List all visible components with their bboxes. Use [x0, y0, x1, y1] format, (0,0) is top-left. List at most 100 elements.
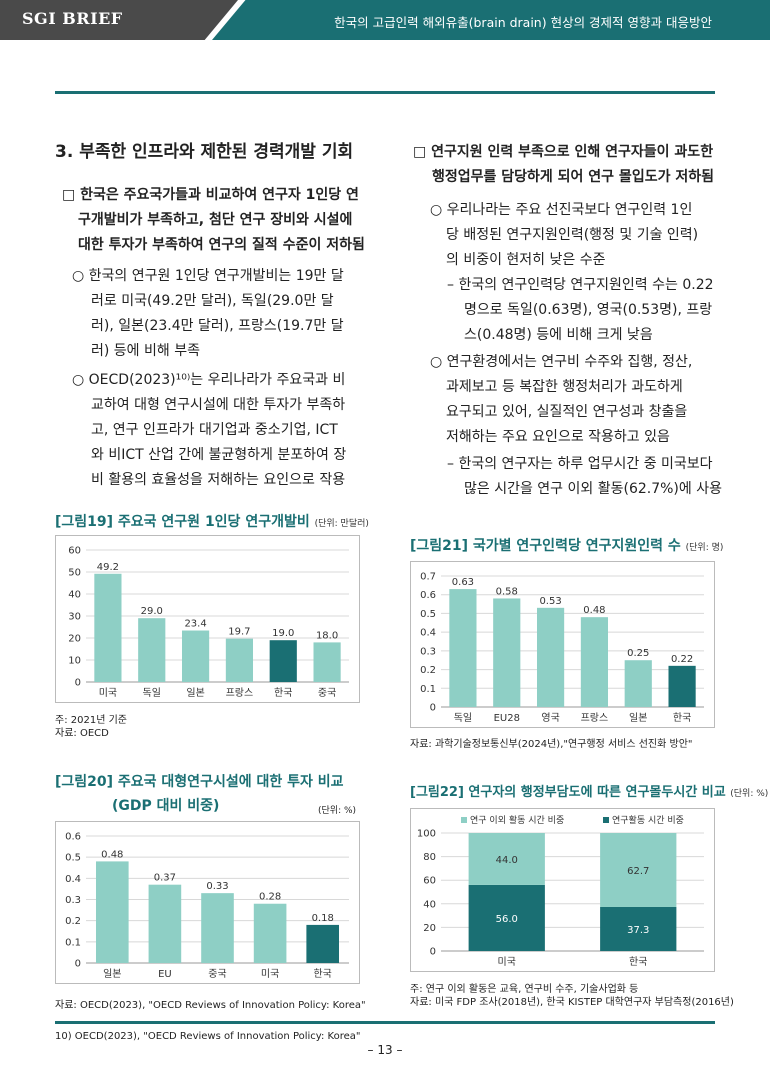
fig20-chart: 0 0.1 0.2 0.3 0.4 0.5 0.6 0.48 일본 0.37 EU 0.33 중국 0.2…: [55, 821, 360, 984]
left-bullet-1-line: □ 한국은 주요국가들과 비교하여 연구자 1인당 연: [62, 187, 359, 203]
x-tick-label: 한국: [313, 968, 331, 980]
data-label: 0.22: [671, 654, 693, 665]
data-label: 18.0: [316, 630, 338, 641]
right-bullet-4-line: ○ 연구환경에서는 연구비 수주와 집행, 정산,: [430, 354, 693, 370]
stack-segment: [468, 833, 545, 885]
fig21-unit: (단위: 명): [685, 543, 724, 553]
x-tick-label: 일본: [103, 968, 121, 980]
right-bullet-3-line: – 한국의 연구인력당 연구지원인력 수는 0.22: [447, 277, 714, 293]
y-tick-label: 20: [423, 923, 436, 934]
fig20-svg: 0 0.1 0.2 0.3 0.4 0.5 0.6 0.48 일본 0.37 EU 0.33 중국 0.2…: [65, 832, 349, 980]
bar: [269, 640, 297, 682]
x-tick-label: 중국: [208, 968, 226, 980]
y-tick-label: 0: [430, 703, 436, 714]
y-tick-label: 40: [423, 899, 436, 910]
fig19-svg: 0 10 20 30 40 50 60 49.2 미국 29.0 독일 23.4 일본 19.7 프랑스 19…: [68, 546, 349, 699]
stack-segment: [600, 833, 677, 907]
footnote: 10) OECD(2023), "OECD Reviews of Innovat…: [55, 1031, 361, 1042]
y-tick-label: 30: [68, 612, 81, 623]
y-tick-label: 0.6: [65, 832, 81, 843]
data-label: 0.48: [583, 605, 605, 616]
bar: [138, 618, 166, 682]
data-label: 0.33: [206, 881, 228, 892]
fig20-source: 자료: OECD(2023), "OECD Reviews of Innovat…: [55, 1000, 366, 1011]
legend-swatch: [461, 817, 467, 823]
bar: [624, 660, 652, 707]
y-tick-label: 80: [423, 852, 436, 863]
fig21-svg: 0 0.1 0.2 0.3 0.4 0.5 0.6 0.7 0.63 독일 0.58 EU28 0.53…: [420, 572, 704, 724]
y-tick-label: 20: [68, 634, 81, 645]
y-tick-label: 100: [417, 829, 436, 840]
header-brand-block: [0, 0, 238, 40]
right-bullet-1-line: 행정업무를 담당하게 되어 연구 몰입도가 저하됨: [432, 169, 714, 185]
data-label: 29.0: [141, 606, 163, 617]
fig22-svg: 0 20 40 60 80 100 56.0 44.0 미국 37.3 62.7 한국 연구 이외 활동…: [417, 814, 704, 968]
fig21-source: 자료: 과학기술정보통신부(2024년),"연구행정 서비스 선진화 방안": [410, 739, 693, 750]
y-tick-label: 0.1: [65, 937, 81, 948]
y-tick-label: 40: [68, 590, 81, 601]
data-label: 0.58: [496, 586, 518, 597]
right-bullet-5-line: 많은 시간을 연구 이외 활동(62.7%)에 사용: [464, 481, 722, 497]
x-tick-label: 일본: [186, 687, 204, 699]
legend-label: 연구활동 시간 비중: [612, 814, 684, 826]
x-tick-label: 미국: [498, 956, 516, 968]
data-label: 23.4: [184, 619, 206, 630]
page-header: SGI BRIEF 한국의 고급인력 해외유출(brain drain) 현상의…: [0, 0, 770, 40]
left-bullet-2-line: 러) 등에 비해 부족: [91, 343, 200, 359]
y-tick-label: 0.5: [65, 853, 81, 864]
y-tick-label: 0.7: [420, 572, 436, 583]
y-tick-label: 0: [430, 947, 436, 958]
data-label: 0.53: [539, 596, 561, 607]
bar: [580, 617, 609, 707]
fig20-subtitle: (GDP 대비 비중): [112, 798, 220, 814]
data-label: 0.63: [452, 577, 474, 588]
bar: [253, 903, 287, 963]
bar: [668, 665, 696, 707]
right-bullet-4-line: 저해하는 주요 요인으로 작용하고 있음: [446, 429, 670, 445]
bar: [225, 638, 254, 682]
x-tick-label: 일본: [629, 712, 647, 724]
header-title-block: [212, 0, 770, 40]
fig19-title-text: [그림19] 주요국 연구원 1인당 연구개발비: [55, 514, 310, 530]
x-tick-label: EU: [158, 969, 172, 980]
fig22-title: [그림22] 연구자의 행정부담도에 따른 연구몰두시간 비교 (단위: %): [410, 781, 768, 800]
x-tick-label: EU28: [494, 713, 520, 724]
y-tick-label: 0.6: [420, 590, 436, 601]
bar: [181, 630, 210, 682]
fig19-unit: (단위: 만달러): [314, 519, 369, 529]
x-tick-label: 독일: [143, 687, 161, 699]
legend-swatch: [603, 817, 609, 823]
y-tick-label: 50: [68, 568, 81, 579]
left-bullet-3-line: ○ OECD(2023)¹⁰⁾는 우리나라가 주요국과 비: [72, 372, 346, 388]
right-bullet-4-line: 과제보고 등 복잡한 행정처리가 과도하게: [446, 379, 683, 395]
right-bullet-3-line: 스(0.48명) 등에 비해 크게 낮음: [464, 327, 653, 343]
footer-divider: [55, 1021, 715, 1024]
x-tick-label: 한국: [274, 687, 292, 699]
bar: [201, 893, 234, 963]
left-bullet-1-line: 대한 투자가 부족하여 연구의 질적 수준이 저하됨: [78, 237, 365, 253]
bar: [94, 573, 122, 682]
fig21-title: [그림21] 국가별 연구인력당 연구지원인력 수 (단위: 명): [410, 535, 723, 555]
x-tick-label: 미국: [261, 968, 279, 980]
right-bullet-2-line: 의 비중이 현저히 낮은 수준: [446, 252, 606, 268]
section-title: 3. 부족한 인프라와 제한된 경력개발 기회: [55, 142, 354, 162]
left-bullet-3-line: 고, 연구 인프라가 대기업과 중소기업, ICT: [91, 422, 338, 438]
data-label: 19.7: [228, 627, 250, 638]
x-tick-label: 프랑스: [581, 712, 609, 724]
fig20-title: [그림20] 주요국 대형연구시설에 대한 투자 비교: [55, 774, 344, 790]
bar: [313, 642, 341, 682]
data-label: 49.2: [97, 562, 119, 573]
right-bullet-2-line: ○ 우리나라는 주요 선진국보다 연구인력 1인: [430, 202, 693, 218]
data-label: 0.48: [101, 849, 123, 860]
y-tick-label: 0.4: [420, 628, 436, 639]
x-tick-label: 중국: [318, 687, 336, 699]
right-bullet-1-line: □ 연구지원 인력 부족으로 인해 연구자들이 과도한: [413, 144, 714, 160]
x-tick-label: 영국: [541, 712, 559, 724]
page-number: – 13 –: [367, 1043, 403, 1057]
left-bullet-2-line: 러로 미국(49.2만 달러), 독일(29.0만 달: [91, 293, 334, 309]
left-bullet-3-line: 비 활용의 효율성을 저해하는 요인으로 작용: [91, 472, 346, 488]
fig22-unit: (단위: %): [730, 789, 769, 799]
fig19-source: 자료: OECD: [55, 728, 109, 739]
data-label: 19.0: [272, 628, 294, 639]
data-label: 0.18: [312, 913, 334, 924]
